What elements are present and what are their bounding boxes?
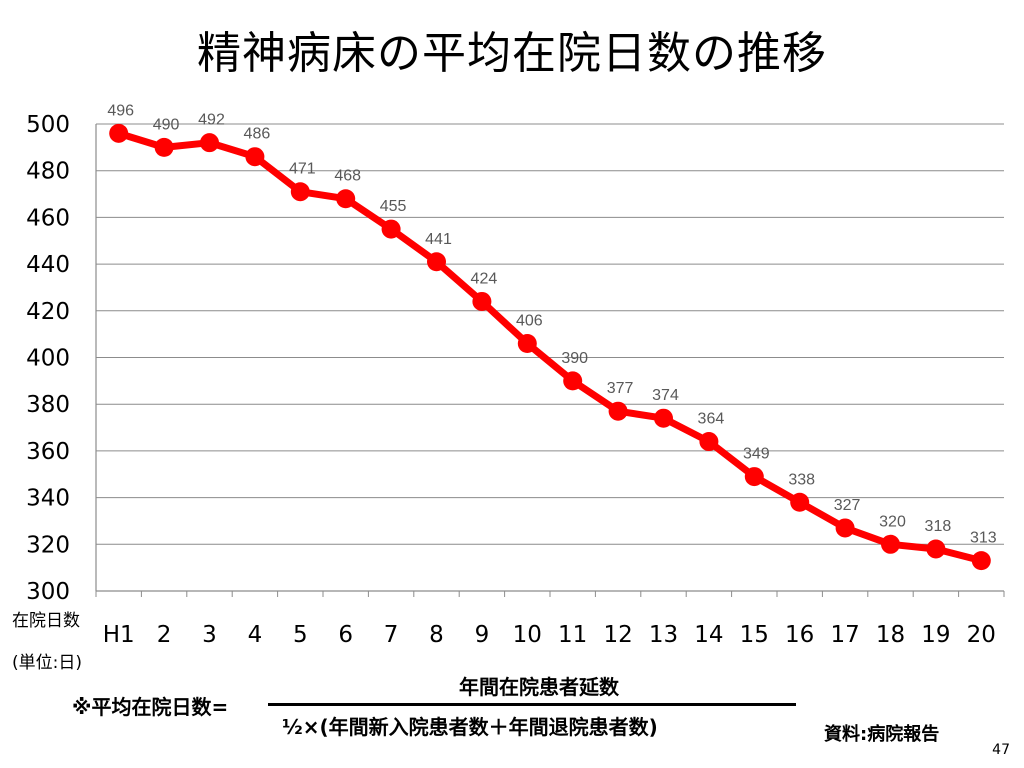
data-point bbox=[608, 401, 628, 421]
data-point bbox=[472, 291, 492, 311]
formula-label: ※平均在院日数= bbox=[72, 695, 229, 719]
data-label: 496 bbox=[107, 102, 134, 119]
data-label: 320 bbox=[879, 513, 906, 530]
x-tick-label: 12 bbox=[603, 622, 632, 648]
data-label: 327 bbox=[834, 497, 861, 514]
x-tick-label: 20 bbox=[967, 622, 996, 648]
y-tick-label: 320 bbox=[26, 532, 70, 558]
y-tick-label: 500 bbox=[26, 112, 70, 138]
x-tick-label: 11 bbox=[558, 622, 587, 648]
data-label: 492 bbox=[198, 112, 225, 129]
data-point bbox=[154, 137, 174, 157]
data-label: 364 bbox=[698, 411, 725, 428]
data-point bbox=[563, 371, 583, 391]
x-tick-label: 4 bbox=[248, 622, 263, 648]
x-tick-label: 14 bbox=[694, 622, 723, 648]
data-label: 377 bbox=[607, 380, 634, 397]
data-point bbox=[381, 219, 401, 239]
x-tick-label: 17 bbox=[830, 622, 859, 648]
data-point bbox=[971, 551, 991, 571]
data-point bbox=[790, 492, 810, 512]
x-tick-label: 9 bbox=[475, 622, 490, 648]
formula-numerator: 年間在院患者延数 bbox=[459, 675, 619, 699]
formula-denominator: ½×(年間新入院患者数＋年間退院患者数) bbox=[282, 715, 658, 739]
y-tick-label: 340 bbox=[26, 486, 70, 512]
x-tick-label: 7 bbox=[384, 622, 399, 648]
y-axis-label: 在院日数 bbox=[12, 611, 80, 631]
y-tick-label: 440 bbox=[26, 252, 70, 278]
x-tick-label: 13 bbox=[649, 622, 678, 648]
data-point bbox=[427, 252, 446, 272]
data-label: 406 bbox=[516, 312, 543, 329]
y-tick-label: 420 bbox=[26, 299, 70, 325]
data-point bbox=[109, 123, 129, 143]
data-label: 490 bbox=[153, 116, 180, 133]
data-point bbox=[517, 333, 537, 353]
slide-title: 精神病床の平均在院日数の推移 bbox=[197, 28, 827, 79]
x-tick-label: 2 bbox=[157, 622, 172, 648]
data-label: 486 bbox=[244, 126, 271, 143]
y-tick-label: 480 bbox=[26, 159, 70, 185]
x-tick-label: 10 bbox=[513, 622, 542, 648]
x-tick-label: 8 bbox=[429, 622, 444, 648]
data-point bbox=[835, 518, 855, 538]
y-tick-label: 460 bbox=[26, 205, 70, 231]
x-tick-label: H1 bbox=[103, 622, 135, 648]
data-label: 338 bbox=[788, 471, 815, 488]
x-tick-label: 5 bbox=[293, 622, 308, 648]
y-axis-unit: (単位:日) bbox=[12, 653, 82, 673]
x-tick-label: 6 bbox=[338, 622, 353, 648]
data-point bbox=[699, 432, 719, 452]
data-label: 390 bbox=[561, 350, 588, 367]
y-tick-label: 300 bbox=[26, 579, 70, 605]
data-point bbox=[290, 182, 310, 202]
data-label: 424 bbox=[471, 270, 498, 287]
y-tick-label: 380 bbox=[26, 392, 70, 418]
data-point bbox=[245, 147, 265, 167]
data-label: 441 bbox=[425, 231, 452, 248]
x-tick-label: 3 bbox=[202, 622, 217, 648]
data-label: 374 bbox=[652, 387, 679, 404]
y-tick-label: 360 bbox=[26, 439, 70, 465]
page-number: 47 bbox=[992, 742, 1010, 758]
data-label: 349 bbox=[743, 446, 770, 463]
x-tick-label: 18 bbox=[876, 622, 905, 648]
source-note: 資料:病院報告 bbox=[824, 724, 940, 745]
x-tick-label: 15 bbox=[740, 622, 769, 648]
data-label: 471 bbox=[289, 161, 316, 178]
x-tick-label: 19 bbox=[921, 622, 950, 648]
data-point bbox=[336, 189, 356, 209]
data-point bbox=[744, 467, 764, 487]
data-point bbox=[654, 408, 673, 428]
data-label: 318 bbox=[925, 518, 952, 535]
data-label: 313 bbox=[970, 530, 997, 547]
data-label: 455 bbox=[380, 198, 407, 215]
y-tick-label: 400 bbox=[26, 346, 70, 372]
data-point bbox=[881, 534, 900, 554]
data-point bbox=[926, 539, 946, 559]
data-label: 468 bbox=[334, 168, 361, 185]
data-point bbox=[200, 133, 219, 153]
formula-fraction-bar bbox=[268, 703, 796, 706]
x-tick-label: 16 bbox=[785, 622, 814, 648]
